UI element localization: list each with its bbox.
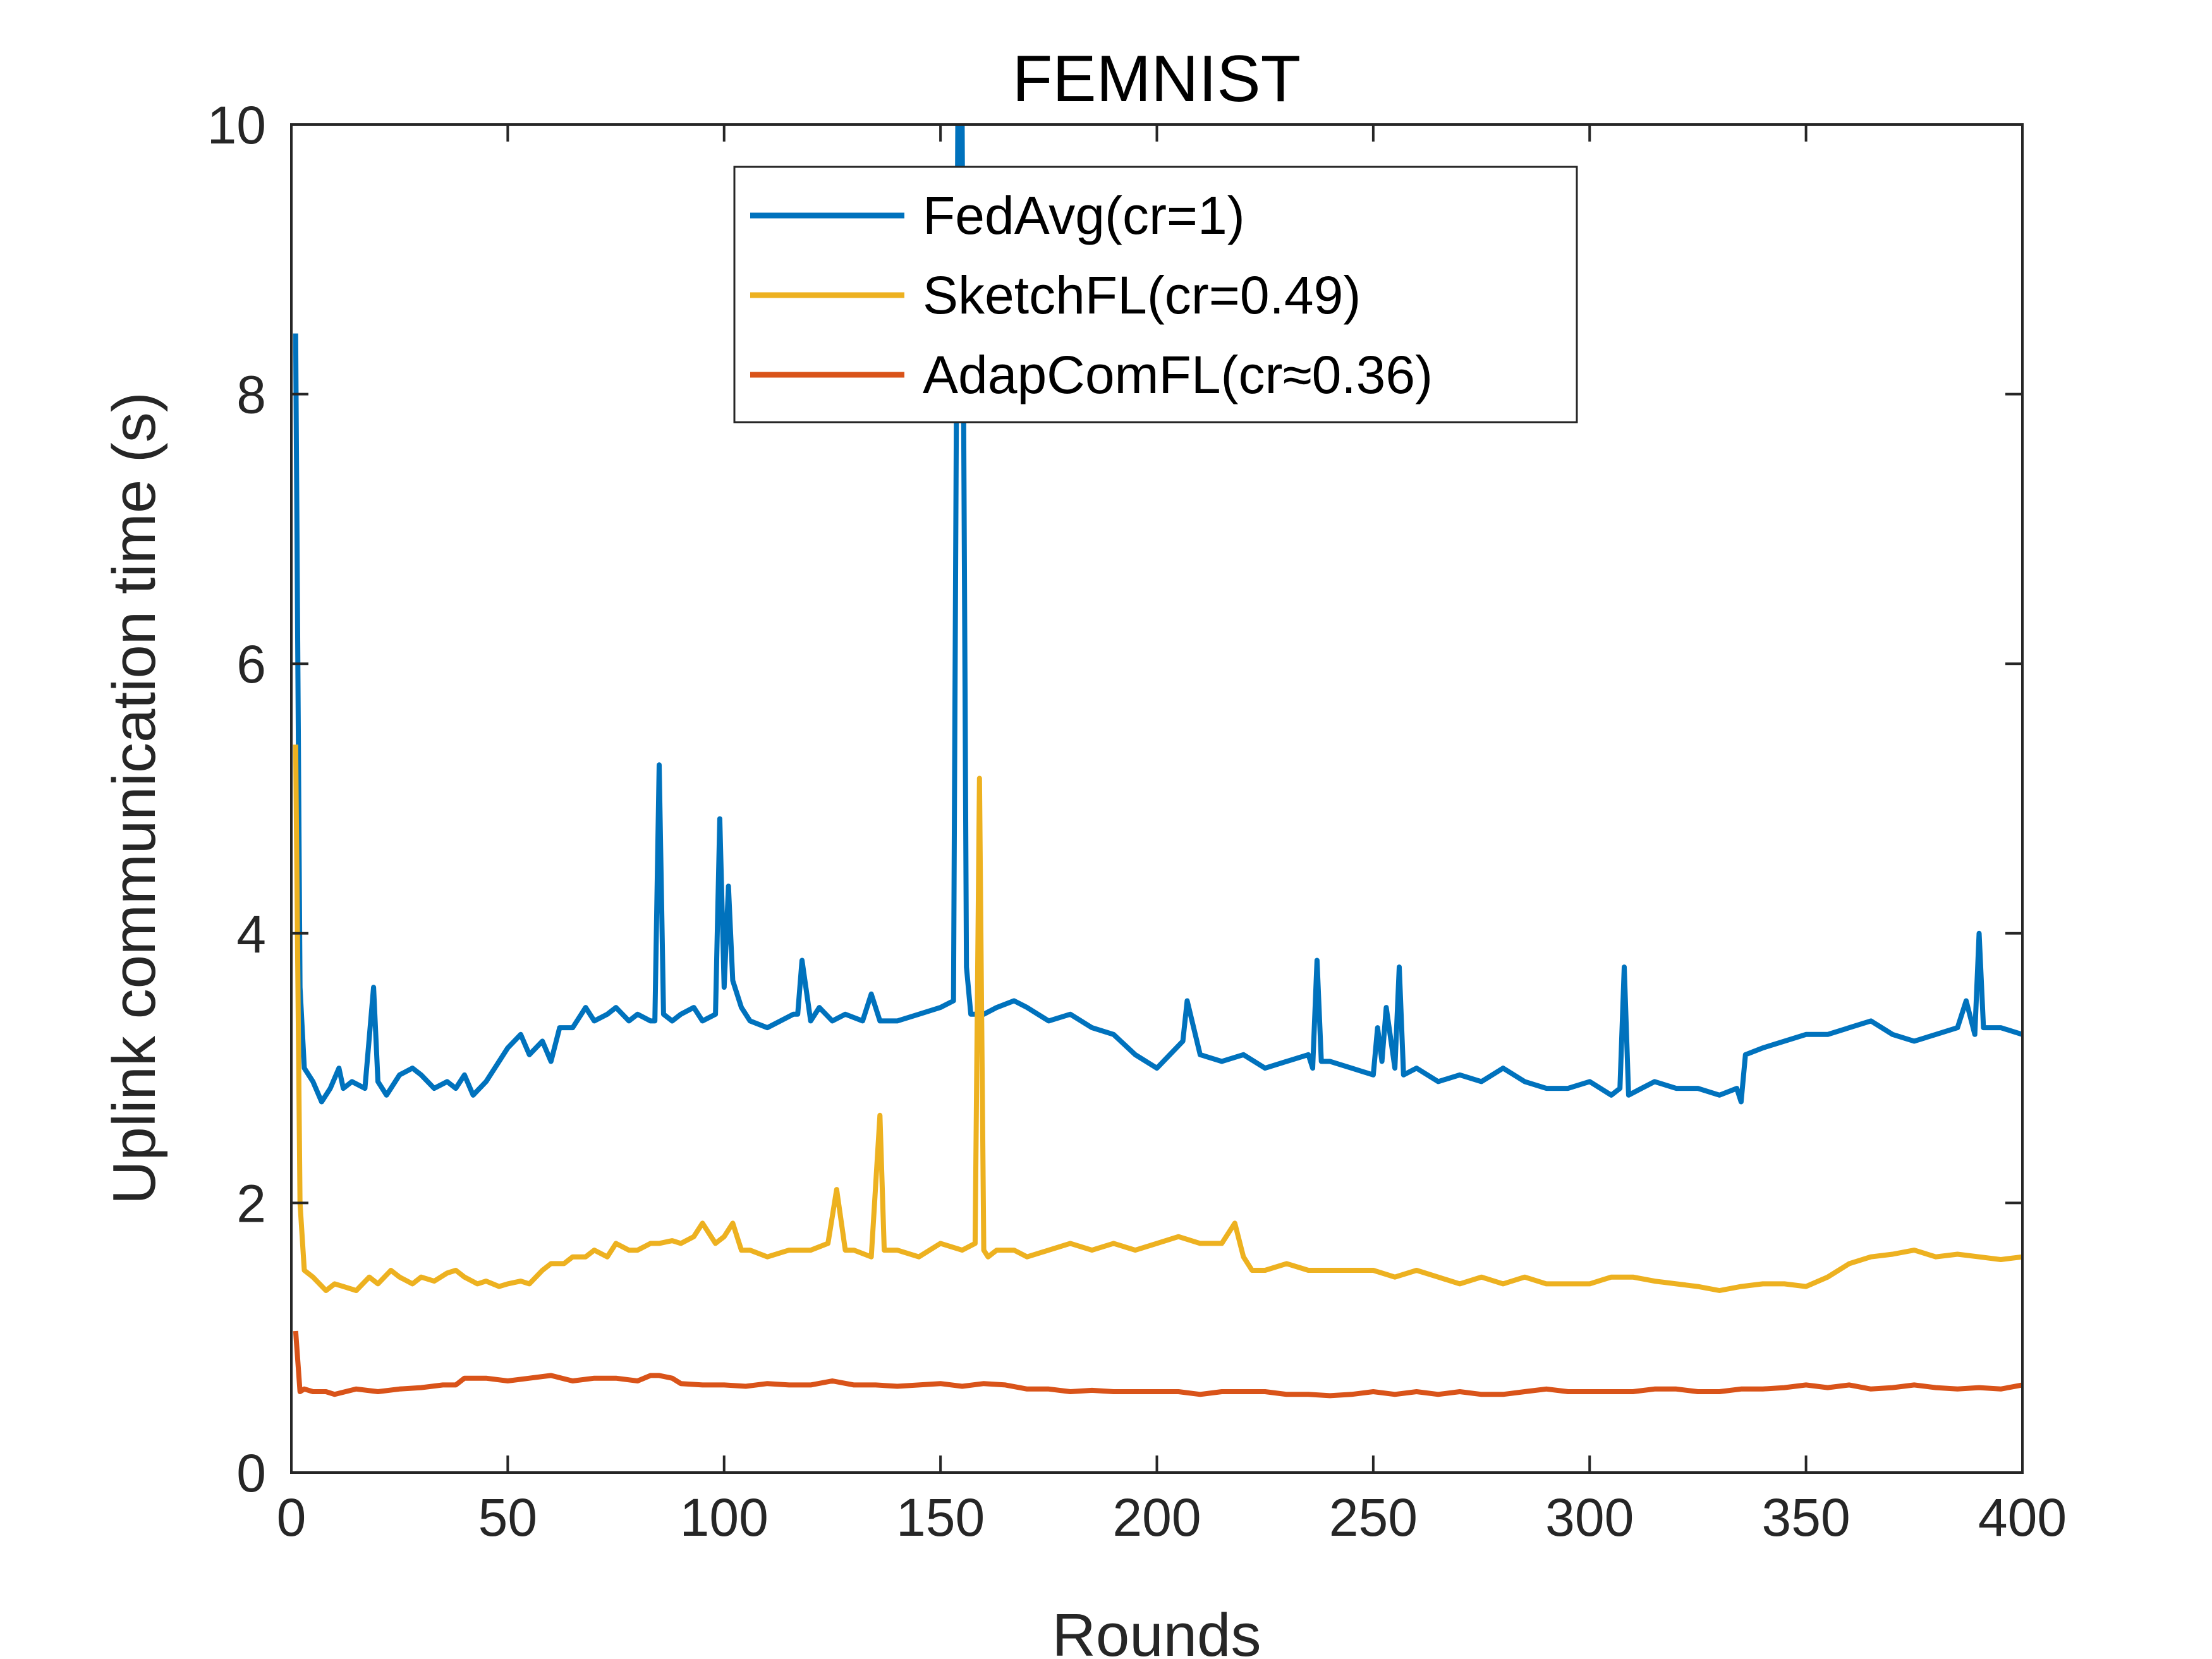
legend-label-sketchfl: SketchFL(cr=0.49)	[923, 265, 1361, 325]
x-tick-label-100: 100	[680, 1488, 769, 1547]
x-axis-title: Rounds	[1052, 1601, 1261, 1659]
chart-title: FEMNIST	[1012, 42, 1301, 116]
tick-layer: 0 50 100 150 200 250 300 350 400 0 2 4 6 8 10	[207, 95, 2067, 1547]
y-tick-label-10: 10	[207, 95, 266, 155]
legend-label-adapcomfl: AdapComFL(cr≈0.36)	[923, 345, 1433, 404]
x-tick-label-300: 300	[1545, 1488, 1634, 1547]
legend: FedAvg(cr=1) SketchFL(cr=0.49) AdapComFL…	[733, 166, 1578, 423]
legend-label-fedavg: FedAvg(cr=1)	[923, 186, 1245, 245]
series-layer	[293, 125, 2022, 1399]
x-tick-label-150: 150	[896, 1488, 985, 1547]
series-line-fedavg	[293, 125, 2022, 1105]
series-line-adapcomfl	[293, 1330, 2022, 1399]
x-tick-label-0: 0	[277, 1488, 307, 1547]
series-line-sketchfl	[293, 744, 2022, 1293]
y-tick-label-4: 4	[236, 904, 266, 964]
y-tick-label-2: 2	[236, 1174, 266, 1233]
x-tick-label-350: 350	[1762, 1488, 1850, 1547]
x-tick-label-50: 50	[478, 1488, 537, 1547]
x-tick-label-250: 250	[1329, 1488, 1418, 1547]
y-tick-label-8: 8	[236, 365, 266, 425]
y-axis-title: Uplink communication time (s)	[100, 392, 168, 1205]
x-tick-label-400: 400	[1978, 1488, 2067, 1547]
x-tick-label-200: 200	[1112, 1488, 1201, 1547]
y-tick-label-0: 0	[236, 1443, 266, 1503]
y-tick-label-6: 6	[236, 635, 266, 694]
